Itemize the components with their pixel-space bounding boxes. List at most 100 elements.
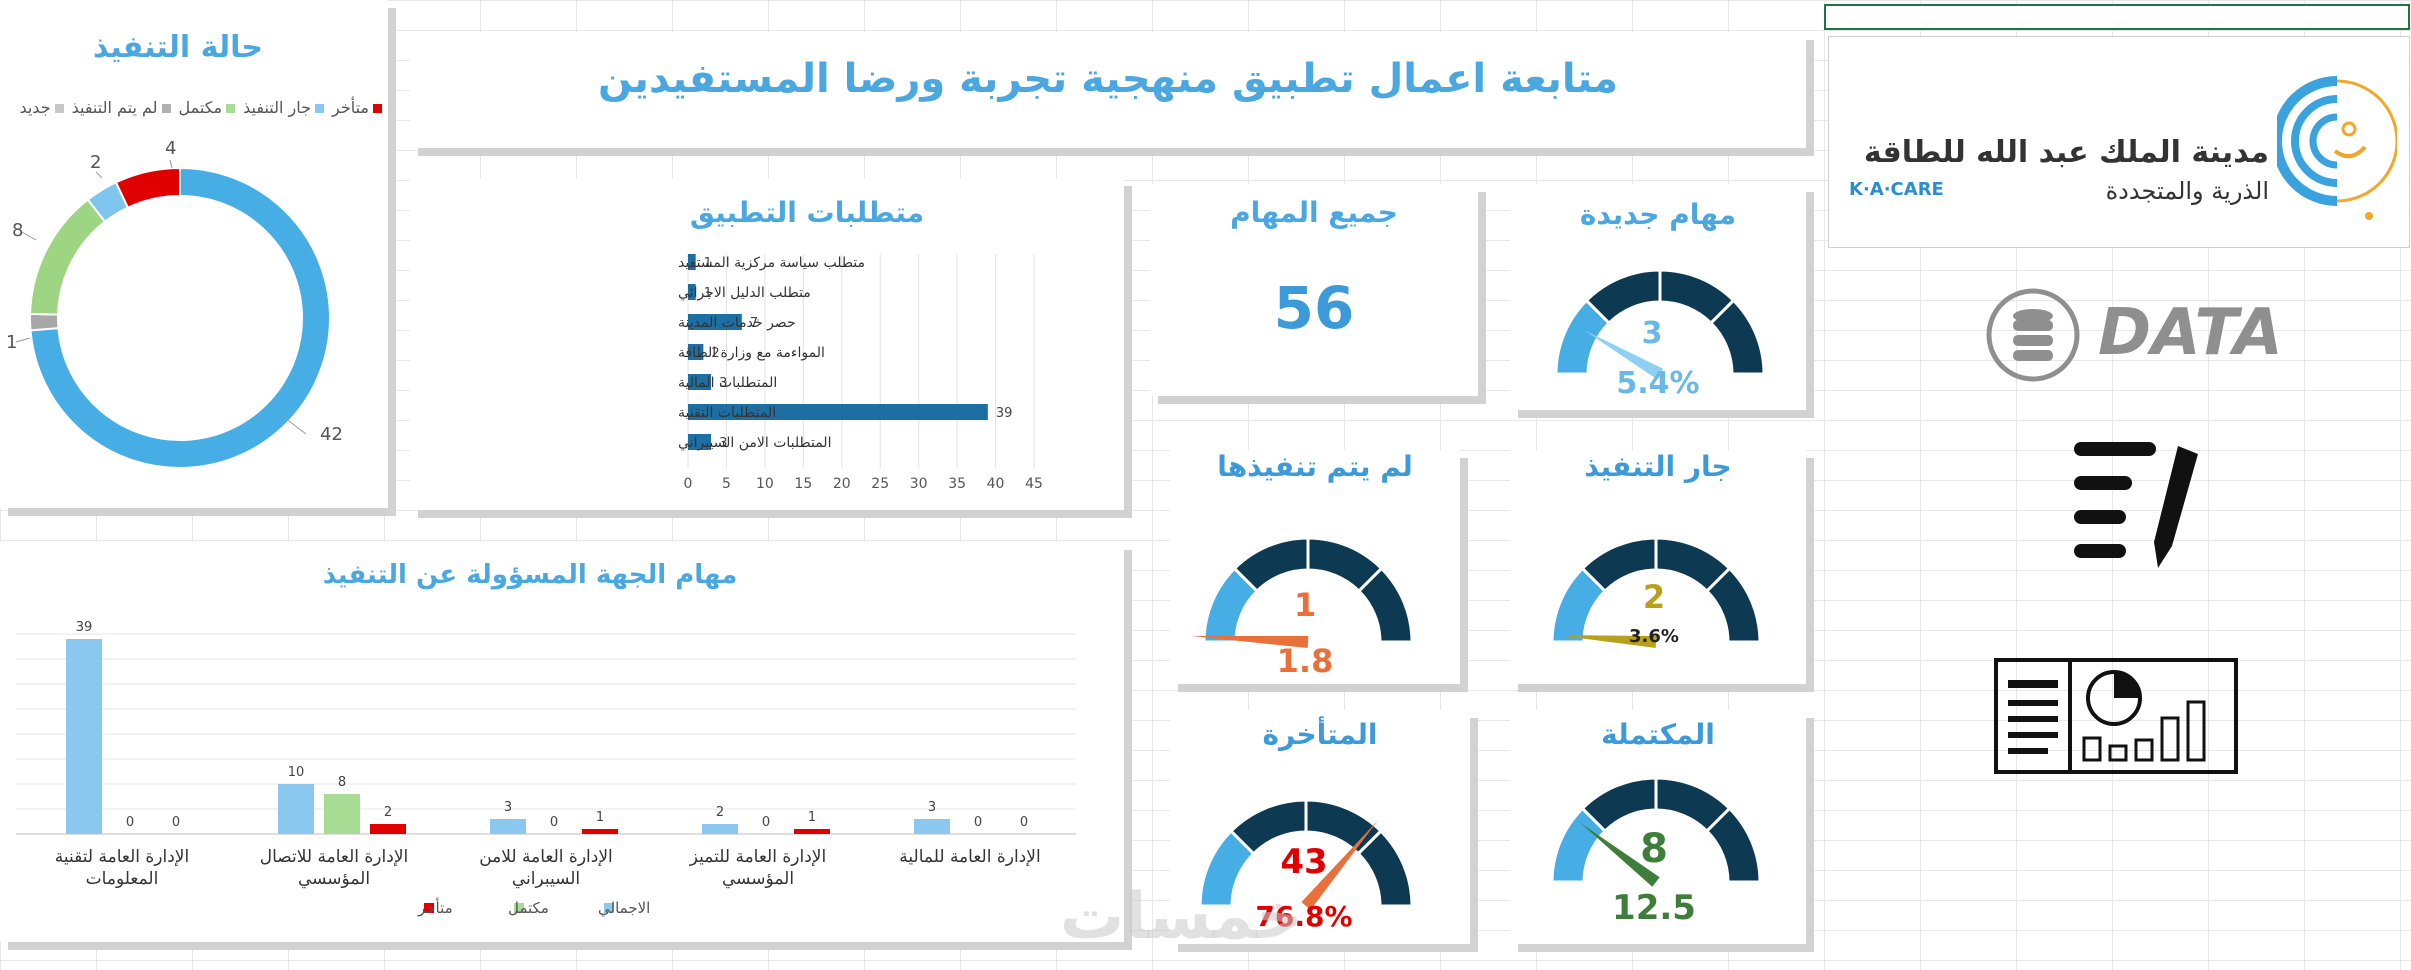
bar-value-label: 3 — [504, 800, 512, 815]
kpi-new-tasks: مهام جديدة 3 5.4% — [1510, 184, 1806, 410]
bar-value-label: 1 — [704, 256, 712, 271]
group-bar — [324, 794, 360, 834]
category-label: المتطلبات المالية — [678, 375, 777, 391]
bar-value-label: 2 — [711, 346, 719, 361]
donut-leader-line — [21, 231, 37, 241]
kpi-late-percent: 76.8% — [1255, 900, 1353, 933]
logo-name-en: K·A·CARE — [1849, 179, 1944, 200]
donut-leader-line — [95, 171, 103, 179]
legend-label: متأخر — [332, 98, 369, 117]
kpi-not-done-percent: 1.8 — [1276, 642, 1334, 680]
bar-value-label: 0 — [1020, 815, 1028, 830]
bar-value-label: 0 — [126, 815, 134, 830]
group-bar — [66, 639, 102, 834]
kpi-new-percent: 5.4% — [1616, 366, 1700, 401]
page-title: متابعة اعمال تطبيق منهجية تجربة ورضا الم… — [597, 56, 1619, 102]
x-tick-label: 35 — [948, 476, 966, 492]
group-bar — [582, 829, 618, 834]
legend-swatch — [514, 903, 524, 913]
data-label: DATA — [2098, 296, 2283, 370]
bar-value-label: 2 — [716, 805, 724, 820]
bar-value-label: 0 — [974, 815, 982, 830]
bar-value-label: 1 — [596, 810, 604, 825]
legend-swatch — [373, 104, 382, 113]
category-label: الإدارة العامة للمالية — [899, 847, 1040, 867]
x-tick-label: 5 — [722, 476, 731, 492]
bar-value-label: 2 — [384, 805, 392, 820]
legend-swatch — [315, 104, 324, 113]
requirement-bar — [688, 314, 742, 330]
kacare-emblem-icon — [2277, 76, 2397, 220]
data-icon: DATA — [1986, 286, 2283, 386]
legend-swatch — [424, 903, 434, 913]
category-label: السيبراني — [512, 869, 580, 889]
kpi-all-value: 56 — [1273, 274, 1355, 342]
kpi-done-percent: 12.5 — [1612, 888, 1696, 928]
donut-slice — [29, 198, 107, 316]
x-tick-label: 30 — [910, 476, 928, 492]
category-label: متطلب سياسة مركزية المستفيد — [678, 255, 865, 271]
status-legend-item: متأخر — [332, 98, 382, 117]
requirement-bar — [688, 434, 712, 450]
kpi-late-value: 43 — [1280, 842, 1328, 882]
category-label: الإدارة العامة للامن — [479, 847, 613, 867]
donut-data-label: 1 — [6, 332, 17, 353]
donut-data-label: 2 — [90, 152, 101, 173]
requirement-bar — [688, 344, 704, 360]
kpi-not-done-gauge — [1190, 536, 1414, 648]
x-tick-label: 15 — [794, 476, 812, 492]
kpi-done-title: المكتملة — [1601, 718, 1715, 751]
category-label: الإدارة العامة للاتصال — [260, 847, 408, 867]
donut-slice — [114, 166, 181, 209]
kpi-not-done-value: 1 — [1293, 586, 1317, 624]
legend-label: مكتمل — [508, 899, 549, 917]
donut-data-label: 8 — [12, 220, 23, 241]
requirement-bar — [688, 374, 712, 390]
title-panel: متابعة اعمال تطبيق منهجية تجربة ورضا الم… — [410, 32, 1806, 148]
status-chart-title: حالة التنفيذ — [93, 30, 263, 65]
category-label: حصر خدمات المدينة — [678, 315, 796, 331]
x-tick-label: 25 — [871, 476, 889, 492]
donut-data-label: 42 — [320, 424, 343, 445]
selected-cell[interactable] — [1824, 4, 2410, 30]
status-legend: متأخر جار التنفيذ مكتمل لم يتم التنفيذ جديد — [11, 98, 382, 117]
kpi-not-done-title: لم يتم تنفيذها — [1217, 450, 1413, 483]
kpi-late: المتأخرة 43 76.8% — [1170, 710, 1470, 944]
database-icon — [1986, 288, 2080, 382]
kpi-not-done: لم يتم تنفيذها 1 1.8 — [1170, 450, 1460, 684]
kpi-all-title: جميع المهام — [1230, 196, 1398, 229]
category-label: متطلب الدليل الاجرائي — [678, 285, 811, 301]
bar-value-label: 0 — [550, 815, 558, 830]
bar-value-label: 7 — [750, 316, 758, 331]
status-legend-item: مكتمل — [179, 98, 236, 117]
status-legend-item: جار التنفيذ — [243, 98, 324, 117]
bar-value-label: 3 — [719, 376, 727, 391]
kpi-in-progress-title: جار التنفيذ — [1584, 450, 1732, 483]
requirement-bar — [688, 284, 696, 300]
responsible-panel: مهام الجهة المسؤولة عن التنفيذ 39 0 0 الإدا… — [0, 542, 1124, 942]
donut-data-label: 4 — [165, 138, 176, 159]
donut-leader-line — [15, 337, 31, 343]
legend-label: الاجمالي — [598, 899, 650, 918]
status-legend-item: لم يتم التنفيذ — [72, 98, 171, 117]
gauge-segment — [1704, 806, 1762, 884]
bar-value-label: 1 — [808, 810, 816, 825]
donut-slice — [29, 312, 60, 332]
bar-value-label: 39 — [996, 406, 1013, 421]
requirement-bar — [688, 404, 988, 420]
legend-label: جديد — [19, 98, 51, 117]
bar-value-label: 0 — [172, 815, 180, 830]
status-panel: حالة التنفيذ متأخر جار التنفيذ مكتمل لم يتم… — [0, 0, 388, 508]
group-bar — [794, 829, 830, 834]
x-tick-label: 45 — [1025, 476, 1043, 492]
legend-label: متأخر — [417, 897, 453, 917]
report-chart-icon — [1994, 658, 2238, 774]
category-label: المواءمة مع وزارة الطاقة — [678, 345, 825, 361]
kpi-late-gauge — [1198, 798, 1414, 910]
x-tick-label: 0 — [684, 476, 693, 492]
status-donut-chart: 42 1 8 2 4 — [6, 138, 343, 469]
legend-swatch — [604, 903, 614, 913]
gauge-needle — [1190, 635, 1309, 648]
category-label: المؤسسي — [298, 869, 370, 889]
